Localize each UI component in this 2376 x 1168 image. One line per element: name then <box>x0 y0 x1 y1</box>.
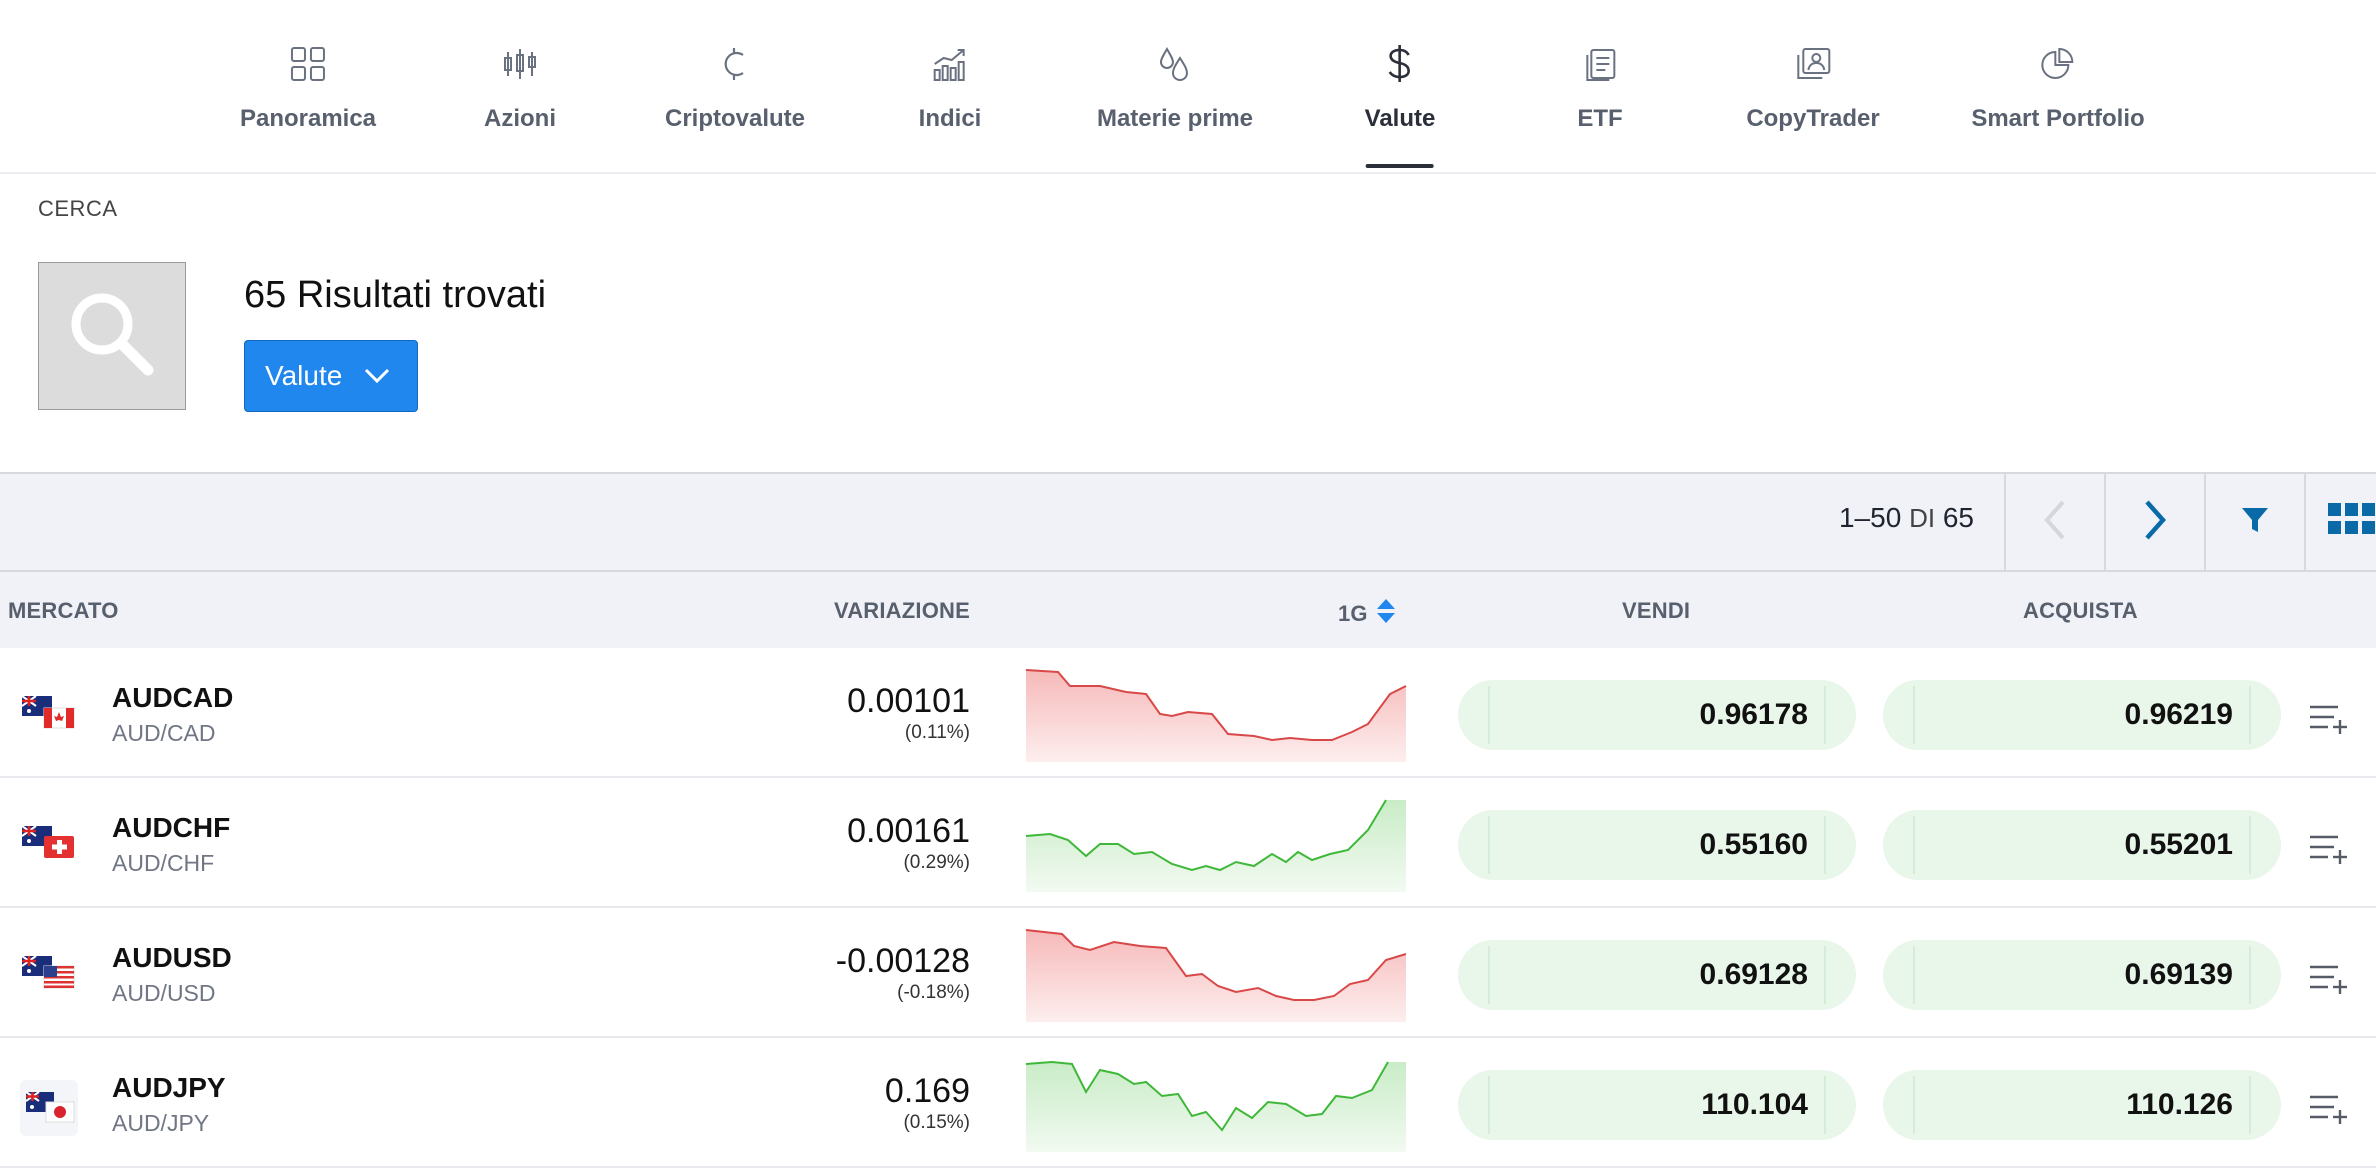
chevron-down-icon <box>364 368 390 384</box>
trend-chart-icon <box>930 44 970 84</box>
add-to-watchlist-icon[interactable] <box>2306 958 2350 998</box>
document-icon <box>1580 44 1620 84</box>
chevron-right-icon <box>2143 499 2167 546</box>
market-name: AUD/USD <box>112 980 216 1006</box>
next-page-button[interactable] <box>2104 474 2204 570</box>
active-tab-indicator <box>1365 164 1434 168</box>
nav-item-label: Azioni <box>484 105 556 132</box>
table-row[interactable]: AUDUSD AUD/USD -0.00128 (-0.18%) 0.69128… <box>0 908 2376 1038</box>
add-to-watchlist-icon[interactable] <box>2306 828 2350 868</box>
flag-icon-au-ch <box>20 820 78 866</box>
previous-page-button[interactable] <box>2004 474 2104 570</box>
search-icon <box>64 286 160 387</box>
sparkline-chart <box>1025 1060 1406 1152</box>
change-value: 0.169 <box>884 1072 970 1110</box>
change-value: -0.00128 <box>835 942 970 980</box>
add-to-watchlist-icon[interactable] <box>2306 1088 2350 1128</box>
change-percent: (0.11%) <box>904 722 970 743</box>
nav-item-label: Criptovalute <box>664 105 806 132</box>
column-header-change: VARIAZIONE <box>833 598 970 623</box>
search-section-label: CERCA <box>38 196 118 221</box>
pagination-range: 1–50 <box>1838 502 1902 533</box>
pagination-info: 1–50 DI 65 <box>1839 502 1974 534</box>
market-name: AUD/CAD <box>112 720 216 746</box>
sell-price-button[interactable]: 110.104 <box>1458 1070 1856 1140</box>
nav-item-criptovalute[interactable]: Criptovalute <box>665 0 805 172</box>
table-row[interactable]: AUDJPY AUD/JPY 0.169 (0.15%) 110.104 110… <box>0 1038 2376 1168</box>
buy-price-button[interactable]: 0.55201 <box>1883 810 2281 880</box>
buy-price-button[interactable]: 0.69139 <box>1883 940 2281 1010</box>
copytrader-icon <box>1793 44 1833 84</box>
sparkline-chart <box>1025 929 1407 1022</box>
asset-class-dropdown[interactable]: Valute <box>244 340 418 412</box>
nav-item-label: Indici <box>918 105 982 132</box>
grid-view-icon <box>2328 502 2376 542</box>
market-symbol: AUDCAD <box>112 682 234 713</box>
flag-icon-au-jp <box>20 1080 78 1136</box>
add-to-watchlist-icon[interactable] <box>2306 698 2350 738</box>
dollar-icon <box>1380 44 1420 84</box>
table-header: MERCATO VARIAZIONE 1G VENDI ACQUISTA <box>0 572 2376 648</box>
sell-price-button[interactable]: 0.55160 <box>1458 810 1856 880</box>
search-box[interactable] <box>38 262 186 410</box>
sparkline-chart <box>1025 799 1406 892</box>
sparkline-chart <box>1025 669 1407 762</box>
column-header-period[interactable]: 1G <box>1338 598 1396 630</box>
nav-item-etf[interactable]: ETF <box>1577 0 1623 172</box>
nav-item-panoramica[interactable]: Panoramica <box>240 0 376 172</box>
table-row[interactable]: AUDCAD AUD/CAD 0.00101 (0.11%) 0.96178 0… <box>0 648 2376 778</box>
column-header-buy: ACQUISTA <box>2023 598 2138 623</box>
change-percent: (-0.18%) <box>897 982 970 1003</box>
sell-price-button[interactable]: 0.69128 <box>1458 940 1856 1010</box>
grid-view-button[interactable] <box>2304 474 2376 570</box>
buy-price-button[interactable]: 110.126 <box>1883 1070 2281 1140</box>
period-label: 1G <box>1338 601 1368 626</box>
nav-item-label: Materie prime <box>1096 105 1254 132</box>
flag-icon-au-ca <box>20 690 78 736</box>
market-name: AUD/JPY <box>112 1110 210 1136</box>
column-header-sell: VENDI <box>1622 598 1691 623</box>
drops-icon <box>1155 44 1195 84</box>
results-heading: 65 Risultati trovati <box>244 274 546 317</box>
filter-icon <box>2240 505 2270 540</box>
nav-item-label: Valute <box>1364 105 1436 132</box>
pagination-total: 65 <box>1942 502 1974 533</box>
column-header-market: MERCATO <box>8 598 119 623</box>
change-value: 0.00161 <box>847 812 970 850</box>
nav-item-materie-prime[interactable]: Materie prime <box>1097 0 1253 172</box>
nav-item-indici[interactable]: Indici <box>918 0 982 172</box>
market-symbol: AUDCHF <box>112 812 231 843</box>
table-row[interactable]: AUDCHF AUD/CHF 0.00161 (0.29%) 0.55160 0… <box>0 778 2376 908</box>
pie-chart-icon <box>2038 44 2078 84</box>
top-navigation: Panoramica Azioni Criptovalute Indici Ma… <box>0 0 2376 174</box>
nav-item-azioni[interactable]: Azioni <box>484 0 556 172</box>
results-text: Risultati trovati <box>296 274 547 316</box>
dropdown-value: Valute <box>265 360 343 391</box>
nav-item-label: Panoramica <box>239 105 377 132</box>
filter-button[interactable] <box>2204 474 2304 570</box>
chevron-left-icon <box>2043 499 2067 546</box>
nav-item-valute[interactable]: Valute <box>1364 0 1436 172</box>
nav-item-smart-portfolio[interactable]: Smart Portfolio <box>1971 0 2145 172</box>
pagination-of-label: DI <box>1909 503 1936 533</box>
market-name: AUD/CHF <box>112 850 215 876</box>
sell-price-button[interactable]: 0.96178 <box>1458 680 1856 750</box>
market-symbol: AUDUSD <box>112 942 232 973</box>
grid-icon <box>288 44 328 84</box>
nav-item-label: ETF <box>1577 105 1623 132</box>
change-percent: (0.15%) <box>903 1112 970 1133</box>
results-toolbar: 1–50 DI 65 <box>0 472 2376 572</box>
change-value: 0.00101 <box>847 682 970 720</box>
market-symbol: AUDJPY <box>112 1072 226 1103</box>
buy-price-button[interactable]: 0.96219 <box>1883 680 2281 750</box>
results-count: 65 <box>244 274 287 316</box>
change-percent: (0.29%) <box>903 852 970 873</box>
nav-item-label: CopyTrader <box>1746 105 1880 132</box>
candlestick-icon <box>500 44 540 84</box>
nav-item-label: Smart Portfolio <box>1971 105 2145 132</box>
sort-icon <box>1376 598 1396 630</box>
crypto-icon <box>715 44 755 84</box>
flag-icon-au-us <box>20 950 78 996</box>
nav-item-copytrader[interactable]: CopyTrader <box>1746 0 1880 172</box>
